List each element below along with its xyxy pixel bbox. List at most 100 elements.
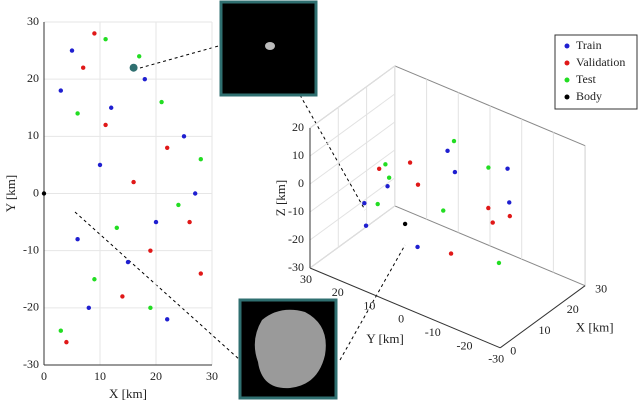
point bbox=[362, 200, 367, 206]
point bbox=[92, 277, 97, 282]
z-tick-label: -30 bbox=[288, 260, 304, 274]
point bbox=[159, 99, 164, 105]
legend-marker bbox=[564, 77, 570, 83]
x-tick-label: 30 bbox=[206, 369, 218, 383]
grid-line bbox=[309, 121, 396, 185]
x-axis-label: X [km] bbox=[576, 320, 614, 335]
legend-marker bbox=[564, 94, 570, 100]
point bbox=[385, 184, 390, 189]
point bbox=[64, 339, 69, 345]
y-tick-label: -30 bbox=[23, 357, 39, 371]
y-tick-label: -20 bbox=[457, 338, 473, 352]
x-tick-label: 10 bbox=[539, 323, 551, 337]
point bbox=[181, 134, 187, 139]
point bbox=[75, 237, 80, 242]
x-tick-label: 10 bbox=[94, 369, 106, 383]
point bbox=[86, 305, 92, 311]
grid-line bbox=[309, 205, 396, 269]
x-tick-label: 0 bbox=[41, 369, 47, 383]
y-tick-label: 0 bbox=[33, 185, 39, 199]
point bbox=[486, 165, 491, 170]
grid-line bbox=[309, 177, 396, 241]
grid-line bbox=[309, 149, 396, 213]
y-tick-label: 10 bbox=[363, 298, 375, 312]
z-tick-label: -20 bbox=[288, 232, 304, 246]
point bbox=[97, 162, 103, 168]
point bbox=[165, 145, 170, 150]
asteroid-small bbox=[265, 42, 275, 50]
point bbox=[375, 201, 380, 207]
legend-marker bbox=[564, 60, 570, 66]
x-tick-label: 20 bbox=[150, 369, 162, 383]
legend-label: Body bbox=[576, 89, 602, 103]
y-axis-label: Y [km] bbox=[3, 175, 18, 212]
y-axis-label: Y [km] bbox=[366, 331, 403, 346]
legend-marker bbox=[564, 43, 570, 49]
point bbox=[131, 179, 136, 185]
y-tick-label: -20 bbox=[23, 300, 39, 314]
highlight-point bbox=[129, 63, 138, 72]
legend: Train Validation Test Body bbox=[554, 34, 638, 110]
y-tick-label: 20 bbox=[332, 285, 344, 299]
point bbox=[103, 122, 108, 128]
z-tick-label: 0 bbox=[298, 176, 304, 190]
point bbox=[137, 54, 142, 59]
z-tick-label: 10 bbox=[292, 148, 304, 162]
z-tick-label: -10 bbox=[288, 204, 304, 218]
x-tick-label: 0 bbox=[510, 344, 516, 358]
point bbox=[153, 219, 159, 225]
point bbox=[490, 220, 495, 225]
point bbox=[198, 271, 203, 276]
point bbox=[383, 162, 388, 167]
point bbox=[114, 225, 120, 230]
x-axis bbox=[499, 285, 586, 349]
point bbox=[198, 157, 203, 162]
point bbox=[386, 175, 392, 180]
point bbox=[103, 36, 108, 42]
scatter-3d: -30 -20 -10 0 10 20 -30 -20 -10 0 10 20 30 0 10 20 30 Y [… bbox=[273, 34, 638, 366]
point bbox=[451, 138, 457, 144]
asteroid-large bbox=[254, 309, 326, 389]
y-tick-label: 20 bbox=[27, 71, 39, 85]
point bbox=[120, 294, 125, 299]
point bbox=[407, 160, 413, 165]
point bbox=[187, 219, 192, 225]
grid-line bbox=[309, 65, 396, 129]
point bbox=[496, 260, 502, 266]
point bbox=[507, 200, 512, 205]
point bbox=[92, 31, 97, 36]
point bbox=[507, 213, 513, 219]
point bbox=[363, 223, 369, 228]
point bbox=[125, 259, 131, 265]
x-tick-label: 20 bbox=[567, 302, 579, 316]
point bbox=[148, 248, 153, 253]
point bbox=[165, 317, 170, 322]
legend-label: Train bbox=[576, 38, 602, 52]
point bbox=[505, 166, 510, 171]
point bbox=[415, 182, 421, 187]
scatter-2d: 0 10 20 30 -30 -20 -10 0 10 20 30 X [km] Y [km] bbox=[3, 14, 218, 401]
point bbox=[58, 328, 63, 333]
inset-connector bbox=[74, 211, 241, 361]
z-axis-label: Z [km] bbox=[273, 180, 288, 216]
point bbox=[176, 202, 181, 208]
inset-connector bbox=[139, 44, 223, 69]
point bbox=[415, 244, 420, 250]
y-tick-label: 0 bbox=[398, 312, 404, 326]
point bbox=[193, 191, 198, 196]
point bbox=[41, 191, 47, 196]
y-tick-label: -30 bbox=[488, 352, 504, 366]
y-tick-label: 10 bbox=[27, 128, 39, 142]
point bbox=[402, 221, 408, 227]
point bbox=[109, 105, 114, 110]
point bbox=[75, 111, 80, 116]
point bbox=[58, 88, 63, 93]
x-tick-label: 30 bbox=[595, 281, 607, 295]
point bbox=[69, 48, 75, 53]
y-axis bbox=[309, 267, 501, 349]
inset-connector bbox=[339, 244, 406, 361]
y-tick-label: 30 bbox=[300, 272, 312, 286]
point bbox=[81, 65, 86, 70]
y-tick-label: -10 bbox=[23, 242, 39, 256]
